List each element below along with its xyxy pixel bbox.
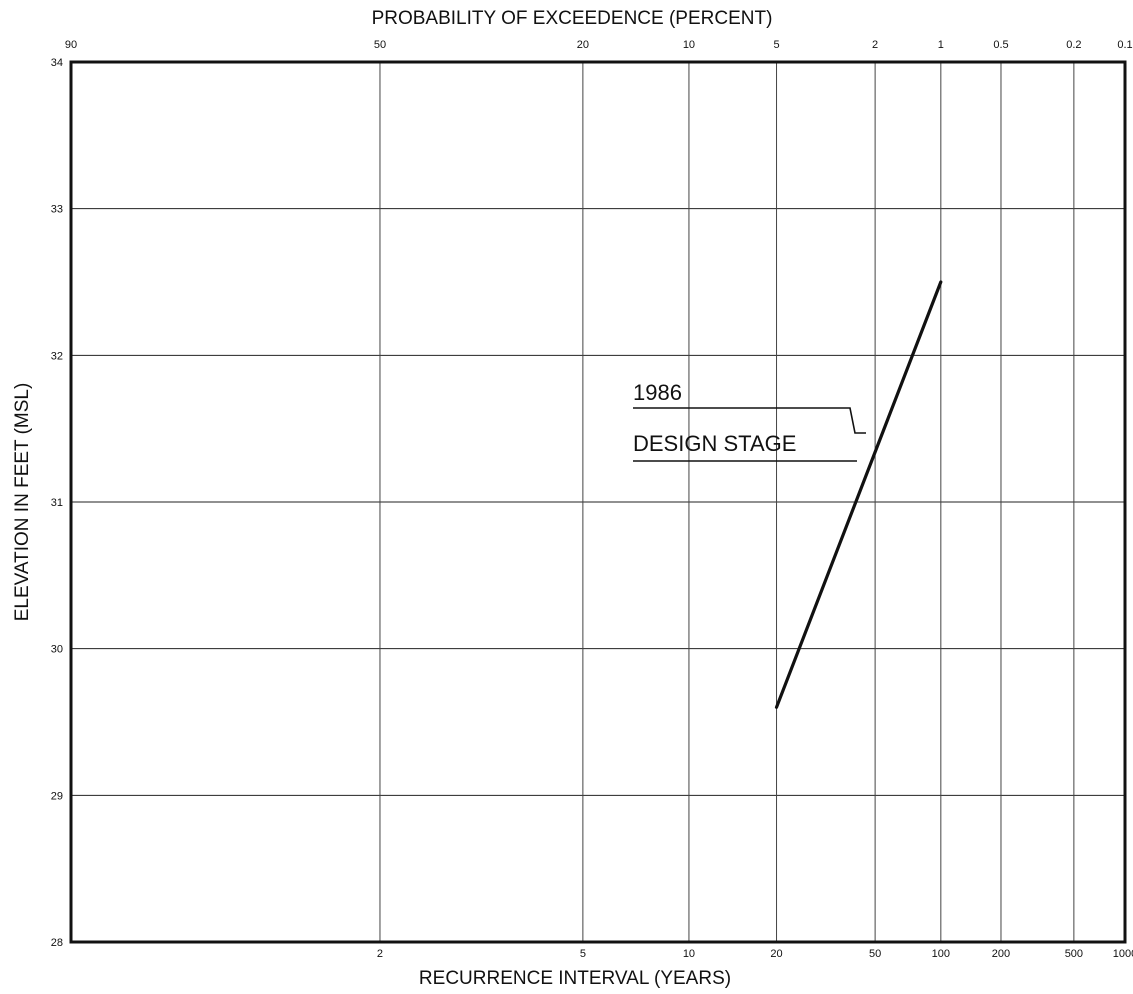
- bottom-tick-label: 50: [869, 948, 881, 960]
- top-tick-label: 1: [938, 39, 944, 51]
- annotation-year: 1986: [633, 380, 682, 405]
- y-tick-label: 32: [51, 350, 63, 362]
- top-axis-title: PROBABILITY OF EXCEEDENCE (PERCENT): [372, 8, 773, 29]
- annotation-leader: [633, 407, 866, 434]
- y-tick-label: 31: [51, 497, 63, 509]
- top-tick-label: 10: [683, 39, 695, 51]
- x-axis-title: RECURRENCE INTERVAL (YEARS): [419, 968, 731, 989]
- top-tick-label: 0.1: [1117, 39, 1132, 51]
- top-tick-label: 50: [374, 39, 386, 51]
- bottom-tick-label: 10: [683, 948, 695, 960]
- grid-lines: [71, 62, 1125, 942]
- y-tick-label: 34: [51, 57, 63, 69]
- bottom-tick-label: 1000: [1113, 948, 1133, 960]
- bottom-tick-label: 5: [580, 948, 586, 960]
- bottom-tick-label: 100: [932, 948, 950, 960]
- y-tick-label: 33: [51, 204, 63, 216]
- series-line: [774, 280, 943, 709]
- top-tick-label: 20: [577, 39, 589, 51]
- y-axis-title: ELEVATION IN FEET (MSL): [12, 383, 33, 622]
- annotation-label: DESIGN STAGE: [633, 431, 796, 456]
- series-annotation: 1986 DESIGN STAGE: [633, 380, 866, 462]
- y-tick-label: 28: [51, 937, 63, 949]
- bottom-tick-label: 200: [992, 948, 1010, 960]
- data-layer: [774, 280, 943, 709]
- bottom-tick-label: 500: [1065, 948, 1083, 960]
- bottom-tick-label: 20: [770, 948, 782, 960]
- top-tick-label: 0.2: [1066, 39, 1081, 51]
- y-tick-label: 30: [51, 644, 63, 656]
- top-tick-label: 5: [773, 39, 779, 51]
- top-tick-label: 90: [65, 39, 77, 51]
- y-tick-label: 29: [51, 790, 63, 802]
- top-tick-label: 2: [872, 39, 878, 51]
- top-tick-label: 0.5: [993, 39, 1008, 51]
- plot-frame: [69, 60, 1127, 944]
- bottom-tick-label: 2: [377, 948, 383, 960]
